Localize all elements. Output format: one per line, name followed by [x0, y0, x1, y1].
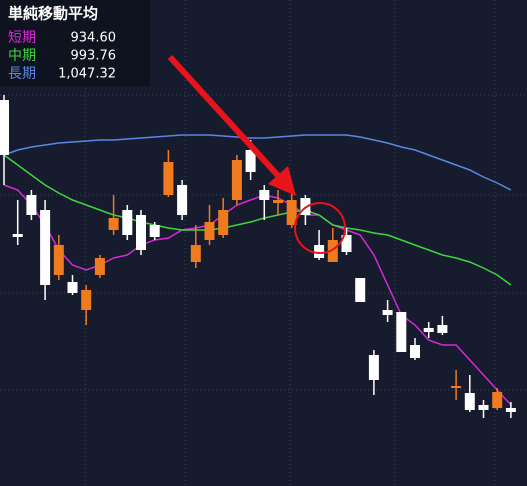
candle-body [327, 240, 338, 262]
candle-body [94, 258, 105, 275]
arrow-shaft [167, 54, 285, 183]
candle-body [81, 290, 92, 310]
candle-body [218, 210, 229, 235]
candle-body [410, 345, 420, 358]
candle-body [53, 245, 64, 275]
plot-area [0, 95, 516, 418]
candle-body [492, 392, 503, 408]
candle-body [163, 162, 174, 195]
legend-value: 993.76 [71, 49, 117, 64]
candle-body [314, 245, 325, 258]
legend-box [0, 0, 150, 86]
candle-body [136, 215, 146, 250]
candle-body [231, 160, 242, 200]
ma-line [3, 154, 512, 286]
candle-body [26, 195, 37, 215]
candle-body [382, 310, 393, 315]
candle-body [122, 210, 133, 235]
candle-body [423, 328, 434, 332]
ma-line [3, 134, 512, 191]
candle-body [451, 386, 462, 388]
legend-value: 934.60 [71, 31, 117, 46]
candle-body [273, 200, 283, 203]
candle-body [67, 282, 78, 293]
legend-title: 単純移動平均 [8, 5, 98, 23]
candle-body [478, 405, 489, 410]
candle-body [245, 150, 256, 172]
legend-label: 長期 [8, 66, 36, 82]
candle-body [464, 393, 475, 410]
candle-body [355, 278, 366, 302]
candle-body [286, 200, 297, 225]
candle-body [177, 185, 188, 215]
candle-body [368, 355, 379, 380]
legend-value: 1,047.32 [58, 67, 116, 82]
candle-body [396, 312, 407, 352]
candle-body [341, 235, 352, 252]
candle-body [149, 225, 160, 237]
candle-body [190, 245, 201, 262]
candle-body [259, 190, 270, 200]
highlight-circle [294, 202, 346, 254]
legend-label: 中期 [8, 48, 36, 64]
candle-body [505, 408, 516, 412]
candle-body [108, 218, 119, 230]
candle-body [204, 222, 215, 240]
candle-body [437, 325, 448, 333]
arrow-head [268, 166, 296, 196]
candle-body [12, 234, 23, 237]
legend: 単純移動平均 短期 934.60 中期 993.76 長期 1,047.32 [0, 0, 150, 86]
candle-body [40, 210, 51, 285]
ma-line [3, 184, 512, 406]
legend-label: 短期 [8, 30, 36, 46]
candle-body [0, 100, 9, 155]
annotation [167, 54, 346, 254]
